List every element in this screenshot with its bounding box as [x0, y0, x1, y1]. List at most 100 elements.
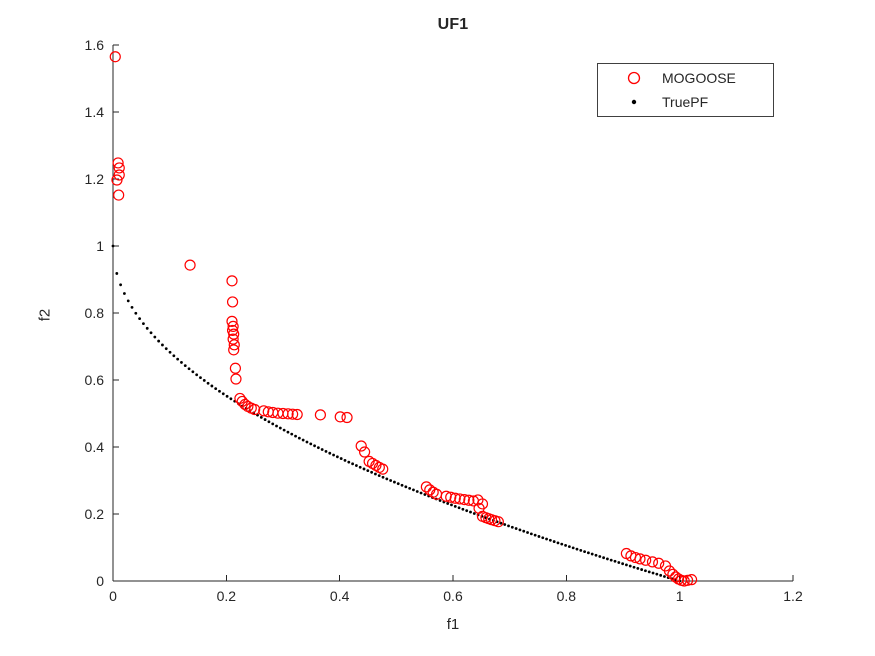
mogoose-point — [492, 516, 504, 528]
truepf-point — [412, 488, 415, 492]
truepf-point — [172, 354, 176, 358]
truepf-point — [385, 477, 389, 481]
truepf-point — [659, 573, 663, 577]
mogoose-point — [113, 162, 125, 174]
truepf-point — [457, 506, 461, 510]
truepf-point — [381, 475, 385, 479]
mogoose-point — [355, 440, 367, 452]
truepf-point — [389, 479, 393, 482]
truepf-point — [560, 542, 564, 546]
mogoose-point — [249, 403, 261, 416]
truepf-point — [640, 568, 644, 571]
truepf-point — [328, 451, 332, 455]
truepf-point — [111, 244, 115, 248]
truepf-point — [408, 486, 412, 490]
truepf-point — [259, 415, 263, 419]
truepf-point — [571, 546, 575, 550]
y-tick-label: 1.2 — [84, 171, 104, 187]
truepf-point — [617, 561, 621, 564]
y-tick-label: 1 — [96, 238, 104, 254]
truepf-point — [450, 503, 453, 507]
truepf-point — [541, 536, 545, 540]
truepf-point — [332, 453, 335, 457]
truepf-point — [343, 458, 347, 462]
truepf-point — [526, 531, 529, 534]
truepf-point — [366, 469, 370, 473]
truepf-point — [651, 571, 655, 575]
truepf-point — [446, 502, 450, 505]
truepf-point — [644, 569, 647, 573]
x-tick-label: 0.8 — [556, 588, 577, 604]
truepf-point — [400, 483, 404, 487]
truepf-point — [358, 465, 362, 469]
truepf-point — [567, 545, 571, 549]
truepf-point — [590, 552, 594, 556]
mogoose-point — [258, 405, 270, 417]
truepf-point — [355, 464, 358, 467]
mogoose-point — [282, 408, 294, 420]
truepf-point — [537, 535, 541, 538]
truepf-point — [396, 482, 400, 486]
legend-entry-mogoose: MOGOOSE — [598, 67, 773, 89]
legend-entry-truepf: TruePF — [598, 91, 773, 113]
truepf-point — [625, 563, 628, 567]
y-tick-label: 0.4 — [84, 439, 104, 455]
truepf-point — [655, 572, 659, 576]
legend-label-mogoose: MOGOOSE — [662, 70, 736, 86]
truepf-point — [533, 533, 537, 537]
truepf-point — [286, 430, 290, 434]
mogoose-point — [681, 574, 694, 586]
truepf-point — [195, 373, 199, 377]
truepf-point — [632, 565, 636, 569]
truepf-point — [465, 509, 469, 513]
mogoose-point — [226, 296, 239, 308]
mogoose-point — [229, 362, 241, 374]
truepf-point — [145, 326, 149, 330]
mogoose-point — [314, 409, 326, 421]
truepf-point — [297, 436, 301, 440]
x-tick-label: 0 — [109, 588, 117, 604]
truepf-point — [271, 422, 275, 426]
truepf-point — [278, 426, 282, 430]
truepf-point — [415, 490, 419, 493]
mogoose-point — [226, 275, 238, 287]
truepf-point — [115, 272, 119, 275]
truepf-point — [316, 446, 320, 450]
truepf-point — [636, 566, 640, 570]
truepf-point — [123, 292, 126, 295]
y-tick-label: 0.6 — [84, 372, 104, 388]
mogoose-point — [111, 174, 123, 186]
mogoose-point — [458, 493, 470, 506]
truepf-point — [126, 299, 130, 303]
mogoose-point — [291, 408, 303, 421]
mogoose-point — [359, 446, 371, 458]
mogoose-point — [463, 494, 475, 506]
truepf-point — [423, 493, 427, 496]
truepf-point — [206, 381, 210, 385]
truepf-point — [579, 548, 583, 552]
truepf-point — [583, 550, 586, 554]
truepf-point — [199, 376, 202, 380]
mogoose-point — [449, 492, 461, 504]
truepf-point — [183, 364, 187, 368]
truepf-point — [290, 432, 294, 436]
chart-title: UF1 — [437, 16, 469, 33]
truepf-point — [598, 555, 602, 558]
truepf-point — [472, 512, 476, 515]
truepf-point — [157, 339, 161, 343]
truepf-point — [469, 510, 472, 514]
truepf-point — [176, 357, 180, 361]
truepf-point — [362, 467, 366, 471]
truepf-point — [647, 570, 651, 574]
truepf-point — [229, 397, 233, 401]
truepf-point — [309, 442, 313, 446]
truepf-point — [545, 537, 548, 541]
x-axis-label: f1 — [446, 616, 460, 633]
mogoose-point — [227, 320, 239, 332]
mogoose-point — [228, 339, 240, 351]
truepf-point — [628, 564, 632, 568]
x-tick-label: 0.2 — [216, 588, 237, 604]
truepf-point — [218, 389, 221, 393]
truepf-point — [138, 317, 142, 321]
